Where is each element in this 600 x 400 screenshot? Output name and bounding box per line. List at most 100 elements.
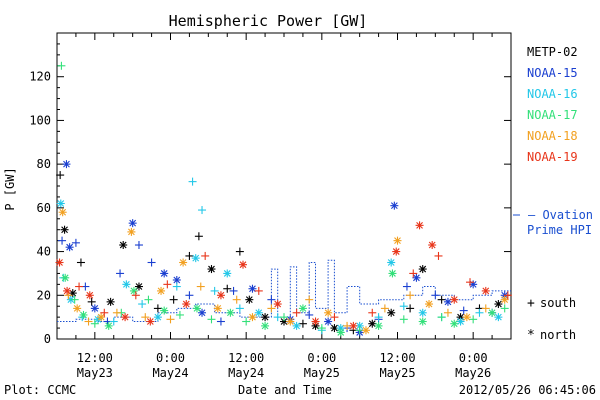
ovation-prime-hpi-line	[57, 259, 511, 322]
south-point	[437, 313, 446, 322]
south-point	[431, 291, 440, 300]
north-point	[245, 295, 254, 304]
north-point	[97, 313, 106, 322]
north-point	[192, 304, 201, 313]
north-point	[160, 306, 169, 315]
south-point	[172, 282, 181, 291]
north-point	[261, 313, 270, 322]
south-point	[198, 206, 207, 215]
south-point	[201, 251, 210, 260]
x-tick-time-label: 12:00	[379, 351, 415, 365]
ovation-label-line1: — Ovation	[528, 208, 593, 222]
y-tick-label: 20	[37, 288, 51, 302]
north-point	[216, 291, 225, 300]
south-point	[76, 258, 85, 267]
north-point	[182, 300, 191, 309]
south-point	[402, 282, 411, 291]
north-point	[160, 269, 169, 278]
north-point	[412, 273, 421, 282]
plot-border	[56, 32, 512, 340]
south-point	[207, 315, 216, 324]
south-point	[267, 304, 276, 313]
north-point	[418, 308, 427, 317]
south-point	[71, 238, 80, 247]
legend-item-noaa-18: NOAA-18	[527, 129, 578, 143]
north-point	[443, 297, 452, 306]
legend-item-noaa-17: NOAA-17	[527, 108, 578, 122]
north-point	[500, 295, 509, 304]
x-tick-date-label: May25	[379, 366, 415, 380]
north-point	[63, 286, 72, 295]
north-point	[129, 286, 138, 295]
plot-credit: Plot: CCMC	[4, 383, 76, 397]
legend: METP-02 NOAA-15 NOAA-16 NOAA-17 NOAA-18 NOAA-…	[527, 45, 578, 164]
x-tick-time-label: 12:00	[77, 351, 113, 365]
north-point	[207, 265, 216, 274]
south-point	[399, 315, 408, 324]
north-point	[387, 308, 396, 317]
north-point	[55, 258, 64, 267]
south-point	[210, 286, 219, 295]
south-point	[437, 295, 446, 304]
y-tick-label: 60	[37, 201, 51, 215]
north-point	[58, 208, 67, 217]
north-point	[248, 313, 257, 322]
south-point	[232, 295, 241, 304]
north-point	[392, 247, 401, 256]
south-point	[196, 282, 205, 291]
north-point	[374, 321, 383, 330]
north-point	[415, 221, 424, 230]
north-point	[104, 321, 113, 330]
y-tick-label: 80	[37, 157, 51, 171]
south-point	[134, 241, 143, 250]
north-point	[146, 317, 155, 326]
x-tick-time-label: 0:00	[307, 351, 336, 365]
south-point	[267, 295, 276, 304]
x-tick-date-label: May24	[152, 366, 188, 380]
south-point	[298, 319, 307, 328]
south-point	[131, 291, 140, 300]
north-point	[254, 308, 263, 317]
south-point	[330, 313, 339, 322]
south-point	[144, 295, 153, 304]
x-axis-title: Date and Time	[238, 383, 332, 397]
south-point	[368, 308, 377, 317]
y-tick-label: 40	[37, 245, 51, 259]
north-point	[450, 295, 459, 304]
north-point	[298, 304, 307, 313]
north-point	[361, 326, 370, 335]
north-point	[456, 317, 465, 326]
south-point	[109, 317, 118, 326]
x-tick-date-label: May25	[304, 366, 340, 380]
data-points	[55, 61, 512, 337]
north-point	[462, 313, 471, 322]
north-point	[128, 219, 137, 228]
south-point	[90, 319, 99, 328]
south-point	[481, 304, 490, 313]
south-point	[242, 317, 251, 326]
north-point	[388, 269, 397, 278]
legend-item-metp-02: METP-02	[527, 45, 578, 59]
ovation-path	[57, 259, 511, 322]
south-point	[469, 315, 478, 324]
south-point	[84, 317, 93, 326]
south-point	[399, 302, 408, 311]
south-point	[70, 295, 79, 304]
north-point	[106, 297, 115, 306]
south-point	[169, 295, 178, 304]
south-point	[175, 310, 184, 319]
north-point	[85, 291, 94, 300]
south-point	[116, 269, 125, 278]
south-point	[409, 269, 418, 278]
chart-title: Hemispheric Power [GW]	[169, 12, 368, 30]
north-point	[494, 300, 503, 309]
north-point	[450, 319, 459, 328]
north-point	[213, 304, 222, 313]
south-point	[216, 317, 225, 326]
south-point	[475, 308, 484, 317]
x-tick-date-label: May23	[77, 366, 113, 380]
north-point	[191, 254, 200, 263]
north-point	[127, 227, 136, 236]
x-tick-time-label: 12:00	[228, 351, 264, 365]
marker-label-north: north	[540, 328, 576, 342]
